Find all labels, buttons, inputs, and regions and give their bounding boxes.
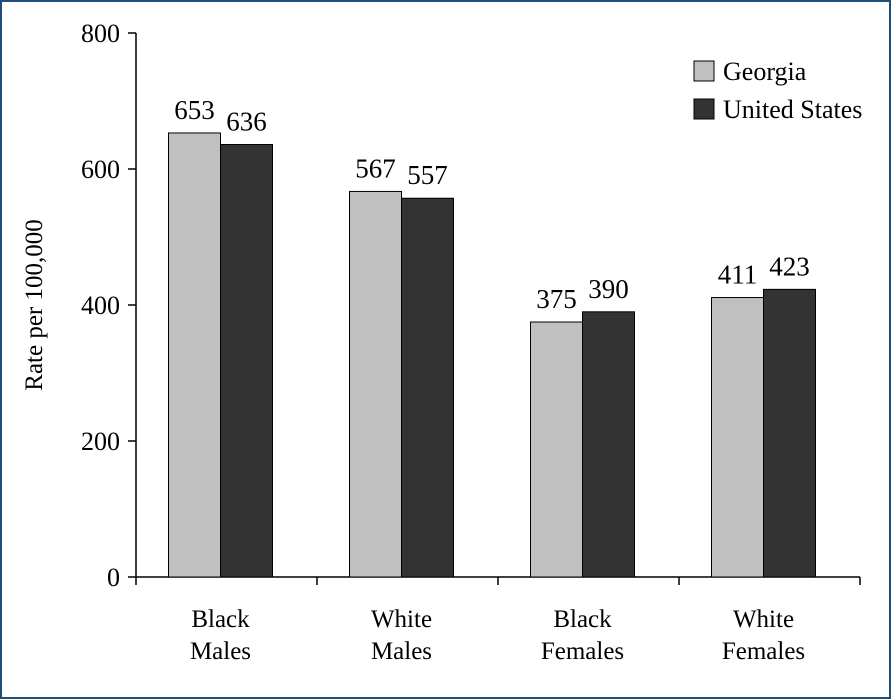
bar-georgia bbox=[530, 321, 583, 578]
data-label: 636 bbox=[226, 107, 267, 137]
legend: Georgia United States bbox=[693, 57, 862, 124]
bar-united-states bbox=[763, 288, 816, 578]
y-tick-label: 200 bbox=[81, 427, 120, 456]
bar-united-states bbox=[401, 197, 454, 578]
data-label: 557 bbox=[407, 160, 448, 190]
data-label: 567 bbox=[355, 153, 396, 183]
category-label: White Females bbox=[722, 606, 805, 665]
y-tick-label: 0 bbox=[107, 563, 120, 592]
data-labels: 653 636 567 557 375 390 411 423 bbox=[174, 95, 810, 314]
category-label: Black Females bbox=[541, 606, 624, 665]
y-tick-label: 400 bbox=[81, 291, 120, 320]
category-label: White Males bbox=[371, 606, 432, 665]
data-label: 390 bbox=[588, 274, 629, 304]
bar-georgia bbox=[711, 297, 764, 578]
data-label: 423 bbox=[769, 251, 810, 281]
bar-georgia bbox=[349, 190, 402, 578]
legend-swatch bbox=[693, 98, 715, 120]
legend-label: Georgia bbox=[723, 57, 807, 86]
bar-georgia bbox=[168, 132, 221, 578]
axes: 0 200 400 600 800 Black Males White Males Black Fe… bbox=[81, 19, 861, 665]
category-label: Black Males bbox=[190, 606, 251, 665]
y-axis-label: Rate per 100,000 bbox=[21, 219, 48, 390]
data-label: 375 bbox=[536, 284, 577, 314]
bar-united-states bbox=[582, 311, 635, 578]
legend-label: United States bbox=[723, 95, 862, 124]
y-tick-label: 800 bbox=[81, 19, 120, 48]
data-label: 653 bbox=[174, 95, 215, 125]
y-tick-label: 600 bbox=[81, 155, 120, 184]
data-label: 411 bbox=[718, 260, 758, 290]
bar-united-states bbox=[220, 144, 273, 578]
bars bbox=[168, 132, 816, 578]
legend-swatch bbox=[693, 60, 715, 82]
